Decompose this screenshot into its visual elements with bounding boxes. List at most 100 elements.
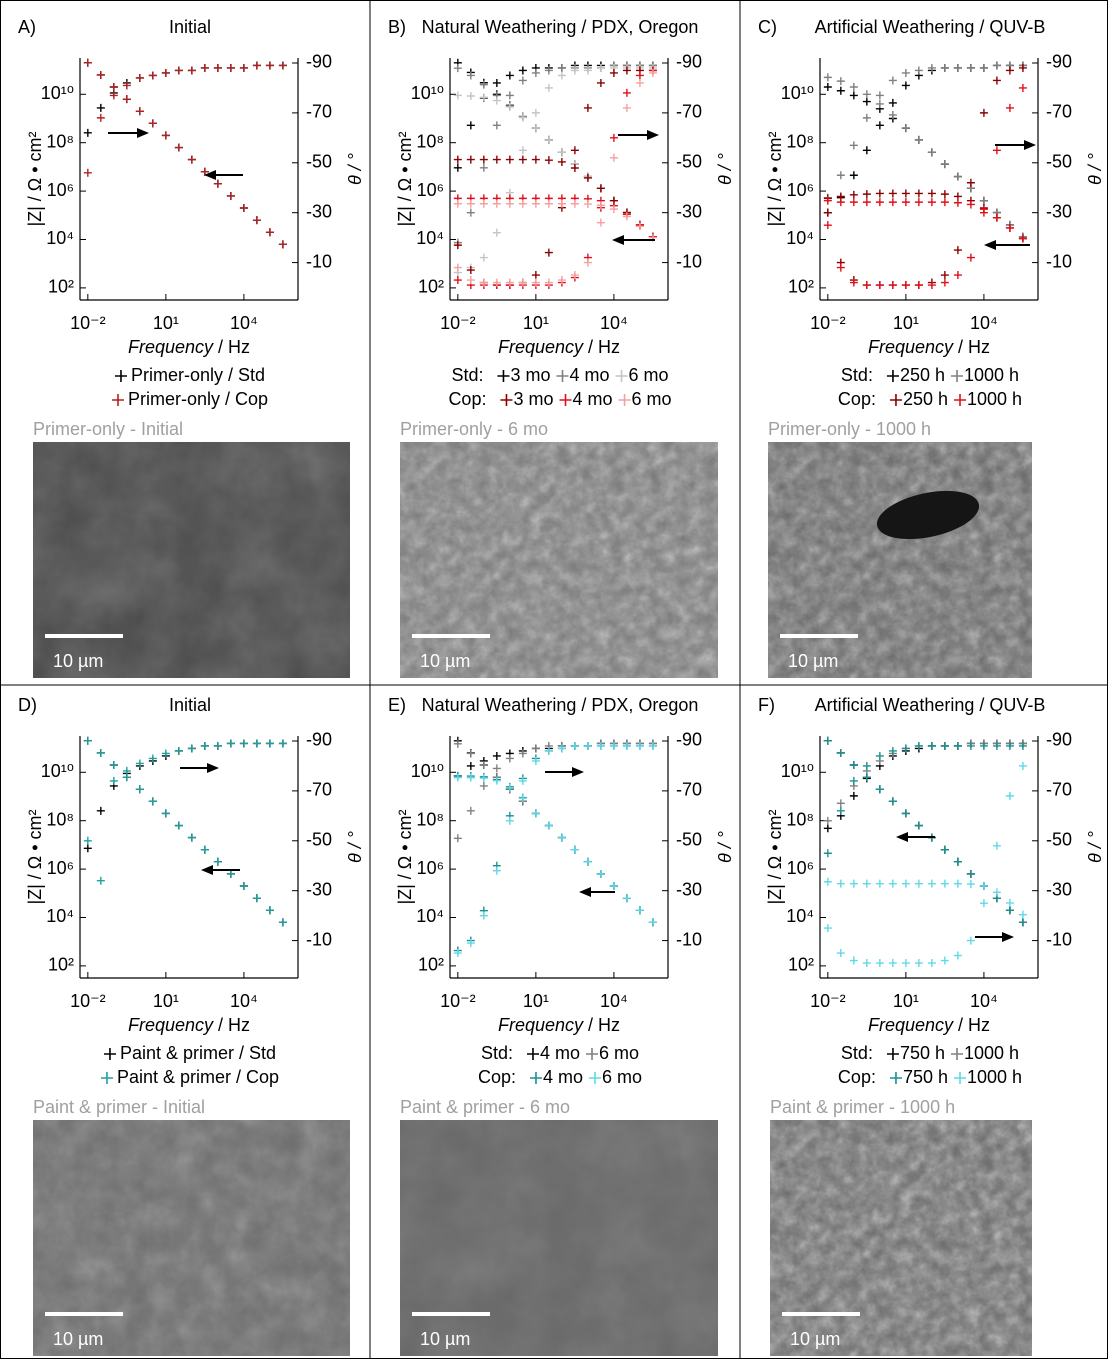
phase-marker <box>162 69 170 77</box>
legend-marker <box>951 1048 963 1060</box>
impedance-marker <box>636 222 644 230</box>
phase-marker <box>967 179 975 187</box>
phase-marker <box>954 271 962 279</box>
y-tick-label: 10² <box>788 955 814 975</box>
impedance-marker <box>532 809 540 817</box>
impedance-marker <box>889 880 897 888</box>
y2-tick-label: -90 <box>676 730 702 750</box>
legend-marker <box>890 1072 902 1084</box>
panel-label: D) <box>18 695 37 715</box>
phase-marker <box>954 246 962 254</box>
impedance-marker <box>227 192 235 200</box>
panel-label: B) <box>388 17 406 37</box>
impedance-marker <box>928 148 936 156</box>
phase-marker <box>84 169 92 177</box>
impedance-marker <box>493 200 501 208</box>
impedance-marker <box>1019 918 1027 926</box>
phase-marker <box>1019 84 1027 92</box>
impedance-marker <box>558 148 566 156</box>
phase-marker <box>636 71 644 79</box>
x-axis-label-part: Frequency <box>868 1015 954 1035</box>
phase-marker <box>967 64 975 72</box>
phase-marker <box>506 754 514 762</box>
impedance-marker <box>941 190 949 198</box>
phase-marker <box>493 752 501 760</box>
phase-marker <box>824 817 832 825</box>
phase-marker <box>279 739 287 747</box>
arrow-head <box>579 887 591 897</box>
impedance-marker <box>1006 906 1014 914</box>
legend-marker <box>954 394 966 406</box>
arrow-head <box>1024 140 1036 150</box>
impedance-marker <box>467 774 475 782</box>
phase-marker <box>454 834 462 842</box>
legend-label: 6 mo <box>602 1067 642 1087</box>
chart-title: Initial <box>169 695 211 715</box>
impedance-marker <box>902 880 910 888</box>
figure: A)Initial10⁻²10¹10⁴10²10⁴10⁶10⁸10¹⁰-90-7… <box>0 0 1108 1359</box>
scale-bar-label: 10 µm <box>53 651 103 671</box>
impedance-marker <box>928 880 936 888</box>
chart-title: Natural Weathering / PDX, Oregon <box>422 17 699 37</box>
impedance-marker <box>954 173 962 181</box>
y-tick-label: 10⁸ <box>416 131 444 151</box>
y-tick-label: 10⁴ <box>416 228 444 248</box>
impedance-marker <box>162 131 170 139</box>
legend-marker <box>890 394 902 406</box>
sem-texture <box>770 1120 1032 1356</box>
phase-marker <box>1006 792 1014 800</box>
phase-marker <box>863 762 871 770</box>
impedance-marker <box>480 156 488 164</box>
phase-marker <box>876 281 884 289</box>
impedance-marker <box>454 64 462 72</box>
impedance-marker <box>954 858 962 866</box>
legend-marker <box>104 1048 116 1060</box>
impedance-marker <box>454 774 462 782</box>
phase-marker <box>941 742 949 750</box>
impedance-marker <box>993 214 1001 222</box>
y-tick-label: 10⁴ <box>46 906 74 926</box>
impedance-marker <box>545 822 553 830</box>
panel: A)Initial10⁻²10¹10⁴10²10⁴10⁶10⁸10¹⁰-90-7… <box>18 17 365 678</box>
phase-marker <box>97 877 105 885</box>
impedance-marker <box>84 737 92 745</box>
impedance-marker <box>636 906 644 914</box>
phase-marker <box>253 61 261 69</box>
x-tick-label: 10⁻² <box>440 313 476 333</box>
phase-marker <box>493 764 501 772</box>
impedance-marker <box>188 156 196 164</box>
legend-marker <box>619 394 631 406</box>
impedance-marker <box>279 240 287 248</box>
legend-label: 6 mo <box>632 389 672 409</box>
arrow-head <box>137 128 149 138</box>
impedance-marker <box>863 198 871 206</box>
impedance-marker <box>824 73 832 81</box>
phase-marker <box>279 61 287 69</box>
phase-marker <box>1006 66 1014 74</box>
phase-marker <box>837 799 845 807</box>
impedance-marker <box>253 894 261 902</box>
x-tick-label: 10⁻² <box>440 991 476 1011</box>
phase-marker <box>863 959 871 967</box>
phase-marker <box>636 79 644 87</box>
impedance-marker <box>902 198 910 206</box>
impedance-marker <box>201 846 209 854</box>
y2-tick-label: -10 <box>1046 929 1072 949</box>
y2-tick-label: -70 <box>306 780 332 800</box>
legend-marker <box>951 370 963 382</box>
image-caption: Paint & primer - 1000 h <box>770 1097 955 1117</box>
y-tick-label: 10⁶ <box>787 180 814 200</box>
impedance-marker <box>902 809 910 817</box>
impedance-marker <box>928 189 936 197</box>
impedance-marker <box>532 200 540 208</box>
impedance-marker <box>253 216 261 224</box>
y-tick-label: 10⁴ <box>786 228 814 248</box>
phase-marker <box>454 264 462 272</box>
panel-label: E) <box>388 695 406 715</box>
phase-marker <box>889 99 897 107</box>
impedance-marker <box>467 92 475 100</box>
y-tick-label: 10⁶ <box>47 858 74 878</box>
impedance-marker <box>454 156 462 164</box>
arrow-head <box>896 832 908 842</box>
image-caption: Primer-only - 6 mo <box>400 419 548 439</box>
